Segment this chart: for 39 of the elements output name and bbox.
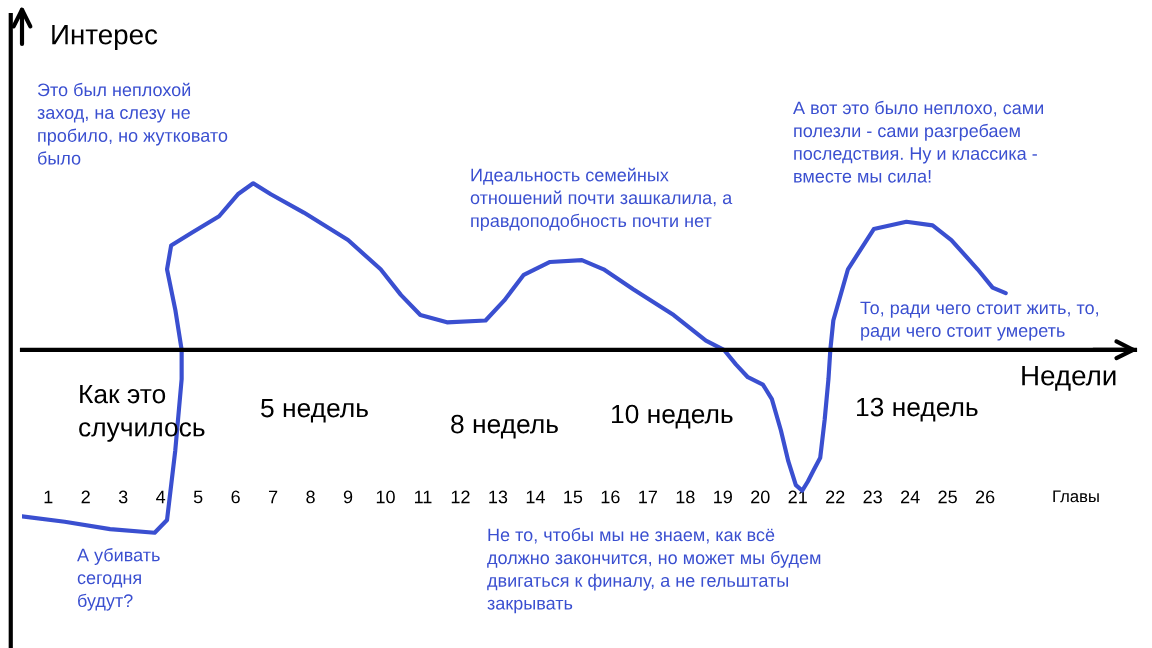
x-tick-label: 20 (751, 490, 770, 504)
annotation: Главы (1053, 490, 1099, 503)
x-tick-label: 12 (451, 490, 470, 504)
x-tick-label: 14 (526, 490, 545, 504)
annotation: 13 недель (857, 397, 978, 422)
x-tick-label: 9 (343, 490, 353, 504)
x-tick-label: 2 (81, 490, 90, 504)
y-axis-title: Интерес (52, 25, 158, 50)
x-tick-label: 6 (231, 490, 240, 504)
x-tick-label: 23 (863, 490, 882, 504)
x-tick-label: 15 (564, 490, 583, 504)
x-tick-label: 26 (975, 490, 995, 504)
x-tick-label: 8 (306, 490, 315, 504)
x-tick-label: 19 (714, 490, 732, 504)
annotation: 10 недель (612, 404, 733, 429)
x-axis-title: Недели (1022, 366, 1116, 391)
x-tick-label: 11 (414, 490, 432, 504)
x-tick-label: 7 (268, 490, 278, 504)
annotation: 8 недель (451, 414, 558, 439)
x-tick-label: 4 (156, 490, 166, 504)
x-tick-label: 17 (639, 490, 657, 504)
text: А убивать сегодня будут? (77, 548, 160, 611)
x-tick-label: 24 (901, 490, 920, 504)
x-tick-label: 18 (676, 490, 695, 504)
x-tick-label: 1 (44, 490, 53, 504)
x-tick-label: 10 (376, 490, 395, 504)
text: А вот это было неплохо, сами полезли - сами разгребаем последствия. Ну и классика - вместе мы сила! (793, 100, 1043, 183)
annotation: То, ради чего стоит жить, то, ради чего стоит умереть (860, 301, 1098, 341)
x-tick-label: 3 (118, 490, 128, 504)
x-tick-label: 21 (788, 490, 807, 504)
annotation: 5 недель (261, 398, 368, 423)
x-tick-label: 16 (601, 490, 620, 504)
x-tick-label: 25 (938, 490, 957, 504)
x-tick-label: 5 (193, 490, 203, 504)
x-tick-label: 13 (489, 490, 508, 504)
annotation: Не то, чтобы мы не знаем, как всё должно закончится, но может мы будем двигаться к финалу, а не гельштаты закрывать (487, 527, 821, 614)
annotation: Идеальность семейных отношений почти зашкалила, а правдоподобность почти нет (470, 167, 733, 231)
text: Это был неплохой заход, на слезу не пробило, но жутковато было (37, 82, 228, 165)
x-tick-label: 22 (826, 490, 845, 504)
